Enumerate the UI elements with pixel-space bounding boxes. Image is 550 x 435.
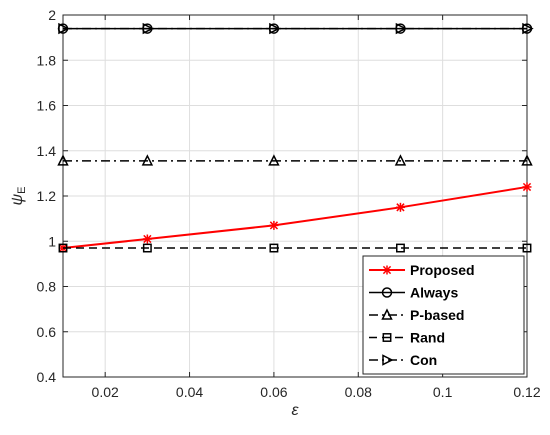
legend-item-proposed: Proposed xyxy=(369,262,475,278)
legend-label: Rand xyxy=(410,330,445,346)
marker-square xyxy=(522,243,532,253)
marker-asterisk xyxy=(522,182,532,192)
series-group xyxy=(57,22,534,253)
y-tick-label: 1.4 xyxy=(37,143,57,159)
marker-asterisk xyxy=(269,220,279,230)
marker-square xyxy=(396,243,405,253)
marker-triangle-up xyxy=(141,154,154,166)
legend-item-rand: Rand xyxy=(369,330,445,346)
marker-triangle-up xyxy=(57,154,69,166)
y-tick-label: 1.2 xyxy=(37,188,57,204)
series-rand xyxy=(58,243,532,253)
y-tick-label: 1.6 xyxy=(37,98,57,114)
marker-triangle-up xyxy=(268,154,280,166)
x-tick-label: 0.1 xyxy=(433,384,453,400)
y-tick-label: 1 xyxy=(48,233,56,249)
series-p-based xyxy=(57,154,533,166)
marker-triangle-right xyxy=(269,22,281,35)
marker-square xyxy=(382,333,392,342)
marker-asterisk xyxy=(395,202,405,212)
legend-label: Proposed xyxy=(410,262,475,278)
marker-triangle-right xyxy=(58,22,70,35)
x-axis-label: ε xyxy=(291,402,299,419)
legend-label: Con xyxy=(410,352,437,368)
series-con xyxy=(58,22,534,35)
marker-triangle-right xyxy=(142,22,155,35)
x-tick-label: 0.06 xyxy=(260,384,287,400)
y-tick-label: 0.6 xyxy=(37,324,57,340)
marker-triangle-up xyxy=(521,154,533,166)
legend: Proposed Always P-based Rand Con xyxy=(362,255,525,375)
x-tick-label: 0.12 xyxy=(513,384,540,400)
marker-asterisk xyxy=(142,234,152,244)
marker-circle xyxy=(381,287,393,298)
y-tick-label: 0.4 xyxy=(37,369,57,385)
legend-label: Always xyxy=(410,285,458,301)
legend-item-p-based: P-based xyxy=(369,307,464,323)
marker-triangle-right xyxy=(395,22,408,35)
marker-triangle-up xyxy=(381,308,393,320)
marker-square xyxy=(269,243,279,253)
axis-ticks: 0.02 0.04 0.06 0.08 0.1 0.12 0.4 0.6 0.8 1 1.2 1.4 1… xyxy=(37,7,541,400)
y-axis-label: ψE xyxy=(9,187,28,206)
y-tick-label: 2 xyxy=(48,7,56,23)
y-tick-label: 0.8 xyxy=(37,279,57,295)
legend-item-always: Always xyxy=(369,285,458,301)
marker-triangle-right xyxy=(382,354,394,366)
y-axis-label-symbol: ψ xyxy=(9,193,26,205)
legend-item-con: Con xyxy=(369,352,437,368)
y-tick-label: 1.8 xyxy=(37,52,57,68)
marker-square xyxy=(142,243,152,253)
x-tick-label: 0.08 xyxy=(345,384,372,400)
legend-label: P-based xyxy=(410,307,464,323)
y-axis-label-subscript: E xyxy=(16,187,28,194)
marker-triangle-up xyxy=(394,154,407,166)
x-tick-label: 0.02 xyxy=(92,384,119,400)
x-tick-label: 0.04 xyxy=(176,384,203,400)
marker-triangle-right xyxy=(522,22,534,35)
marker-square xyxy=(58,243,68,253)
marker-asterisk xyxy=(382,265,392,275)
